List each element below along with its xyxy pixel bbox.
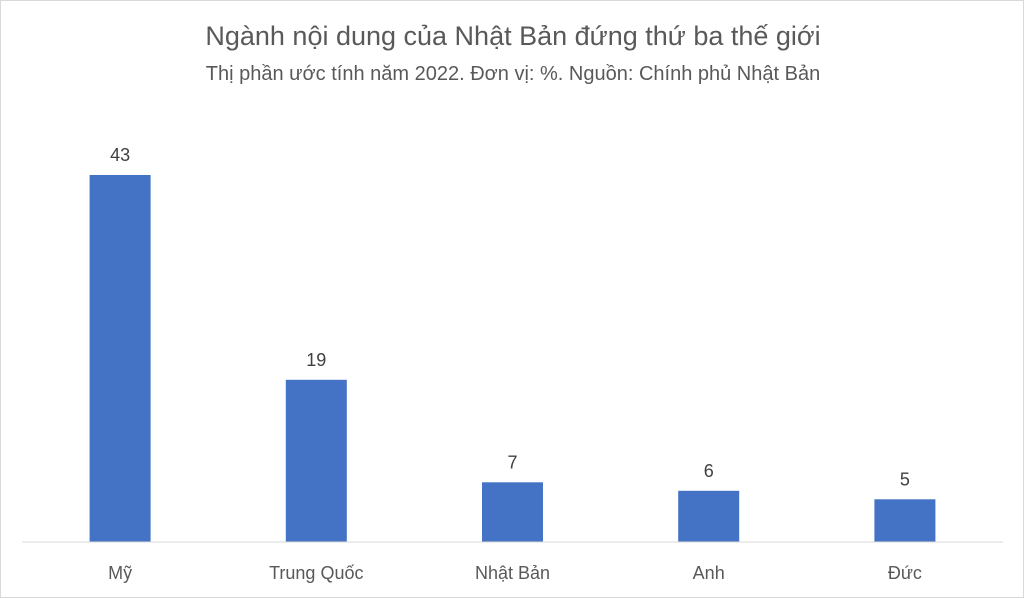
bars-group xyxy=(89,175,936,542)
category-label-0: Mỹ xyxy=(108,563,132,583)
bar-0 xyxy=(89,175,151,542)
bar-3 xyxy=(678,490,740,542)
data-labels-group: 43 19 7 6 5 xyxy=(110,145,910,489)
category-label-1: Trung Quốc xyxy=(269,563,363,583)
data-label-1: 19 xyxy=(306,350,326,370)
bar-1 xyxy=(285,379,347,542)
bar-4 xyxy=(874,499,936,542)
data-label-2: 7 xyxy=(507,452,517,472)
category-label-2: Nhật Bản xyxy=(475,563,550,583)
category-label-4: Đức xyxy=(888,563,922,583)
data-label-3: 6 xyxy=(704,461,714,481)
chart-title: Ngành nội dung của Nhật Bản đứng thứ ba … xyxy=(205,21,821,51)
category-labels-group: Mỹ Trung Quốc Nhật Bản Anh Đức xyxy=(108,563,922,583)
data-label-4: 5 xyxy=(900,469,910,489)
bar-2 xyxy=(482,482,543,542)
chart-subtitle: Thị phần ước tính năm 2022. Đơn vị: %. N… xyxy=(205,63,821,85)
category-label-3: Anh xyxy=(693,563,725,583)
data-label-0: 43 xyxy=(110,145,130,165)
